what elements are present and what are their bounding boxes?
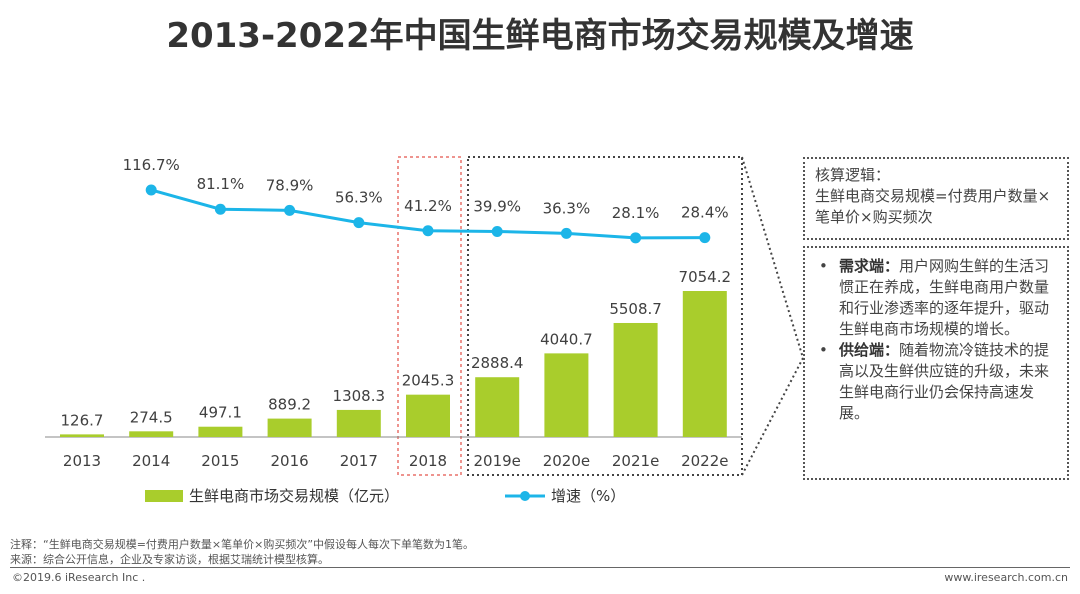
bar-label-2014: 274.5 [130,408,173,426]
logic-text: 生鲜电商交易规模=付费用户数量×笔单价×购买频次 [815,187,1051,226]
legend-line-swatch [505,490,545,501]
growth-label-2017: 56.3% [335,189,383,207]
bar-2018 [406,394,450,437]
tick-label-2020e: 2020e [543,452,590,470]
point-demand: 需求端：用户网购生鲜的生活习惯正在养成，生鲜电商用户数量和行业渗透率的逐年提升，… [815,256,1057,340]
bar-2017 [336,409,381,437]
growth-point-2022e [699,232,711,244]
tick-label-2015: 2015 [201,452,239,470]
legend-line-label: 增速（%） [551,487,626,505]
logic-box: 核算逻辑： 生鲜电商交易规模=付费用户数量×笔单价×购买频次 [803,157,1069,240]
logic-heading: 核算逻辑： [815,166,891,184]
bar-label-2018: 2045.3 [402,372,455,390]
note-text: 注释：“生鲜电商交易规模=付费用户数量×笔单价×购买频次”中假设每人每次下单笔数… [10,538,475,551]
growth-label-2021e: 28.1% [612,204,660,222]
tick-label-2019e: 2019e [473,452,520,470]
growth-label-2014: 116.7% [123,156,180,174]
growth-point-2015 [214,203,226,215]
bar-label-2016: 889.2 [268,396,311,414]
growth-point-2016 [284,204,296,216]
growth-label-2016: 78.9% [266,176,314,194]
highlight-2018 [397,156,462,476]
growth-point-2017 [353,217,365,229]
growth-point-2020e [560,227,572,239]
tick-label-2022e: 2022e [681,452,728,470]
bar-label-2020e: 4040.7 [540,330,593,348]
bar-label-2022e: 7054.2 [679,268,732,286]
growth-label-2015: 81.1% [197,175,245,193]
legend-line: 增速（%） [505,485,625,506]
legend-bar: 生鲜电商市场交易规模（亿元） [145,485,399,506]
growth-label-2019e: 39.9% [473,197,521,215]
growth-point-2021e [630,232,642,244]
legend-bar-swatch [145,489,183,502]
chart-title: 2013-2022年中国生鲜电商市场交易规模及增速 [166,16,914,56]
growth-point-2014 [145,184,157,196]
bar-2021e [613,322,658,437]
highlight-forecast [467,156,743,476]
bar-2016 [267,418,312,437]
footer-divider [10,567,1070,568]
tick-label-2021e: 2021e [612,452,659,470]
tick-label-2014: 2014 [132,452,170,470]
source-text: 来源：综合公开信息，企业及专家访谈，根据艾瑞统计模型核算。 [10,553,329,566]
tick-label-2013: 2013 [63,452,101,470]
point-supply: 供给端：随着物流冷链技术的提高以及生鲜供应链的升级，未来生鲜电商行业仍会保持高速… [815,340,1057,424]
tick-label-2017: 2017 [340,452,378,470]
bar-2014 [129,431,174,437]
connector-top [741,156,804,359]
growth-label-2022e: 28.4% [681,204,729,222]
bar-label-2017: 1308.3 [333,387,386,405]
bar-2015 [198,426,243,437]
bar-label-2015: 497.1 [199,404,242,422]
legend-bar-label: 生鲜电商市场交易规模（亿元） [189,487,400,505]
bar-label-2019e: 2888.4 [471,354,524,372]
points-box: 需求端：用户网购生鲜的生活习惯正在养成，生鲜电商用户数量和行业渗透率的逐年提升，… [803,246,1069,480]
bar-label-2021e: 5508.7 [609,300,662,318]
connector-bottom [741,357,804,476]
bar-2022e [682,291,727,437]
growth-label-2018: 41.2% [404,197,452,215]
copyright: ©2019.6 iResearch Inc . [12,571,146,584]
bar-label-2013: 126.7 [61,411,104,429]
tick-label-2018: 2018 [409,452,447,470]
growth-label-2020e: 36.3% [543,199,591,217]
website-link[interactable]: www.iresearch.com.cn [944,571,1068,584]
bar-2013 [60,434,104,437]
bar-2020e [544,353,589,437]
tick-label-2016: 2016 [271,452,309,470]
growth-point-2018 [422,225,434,237]
growth-point-2019e [491,225,503,237]
bar-2019e [475,377,520,437]
